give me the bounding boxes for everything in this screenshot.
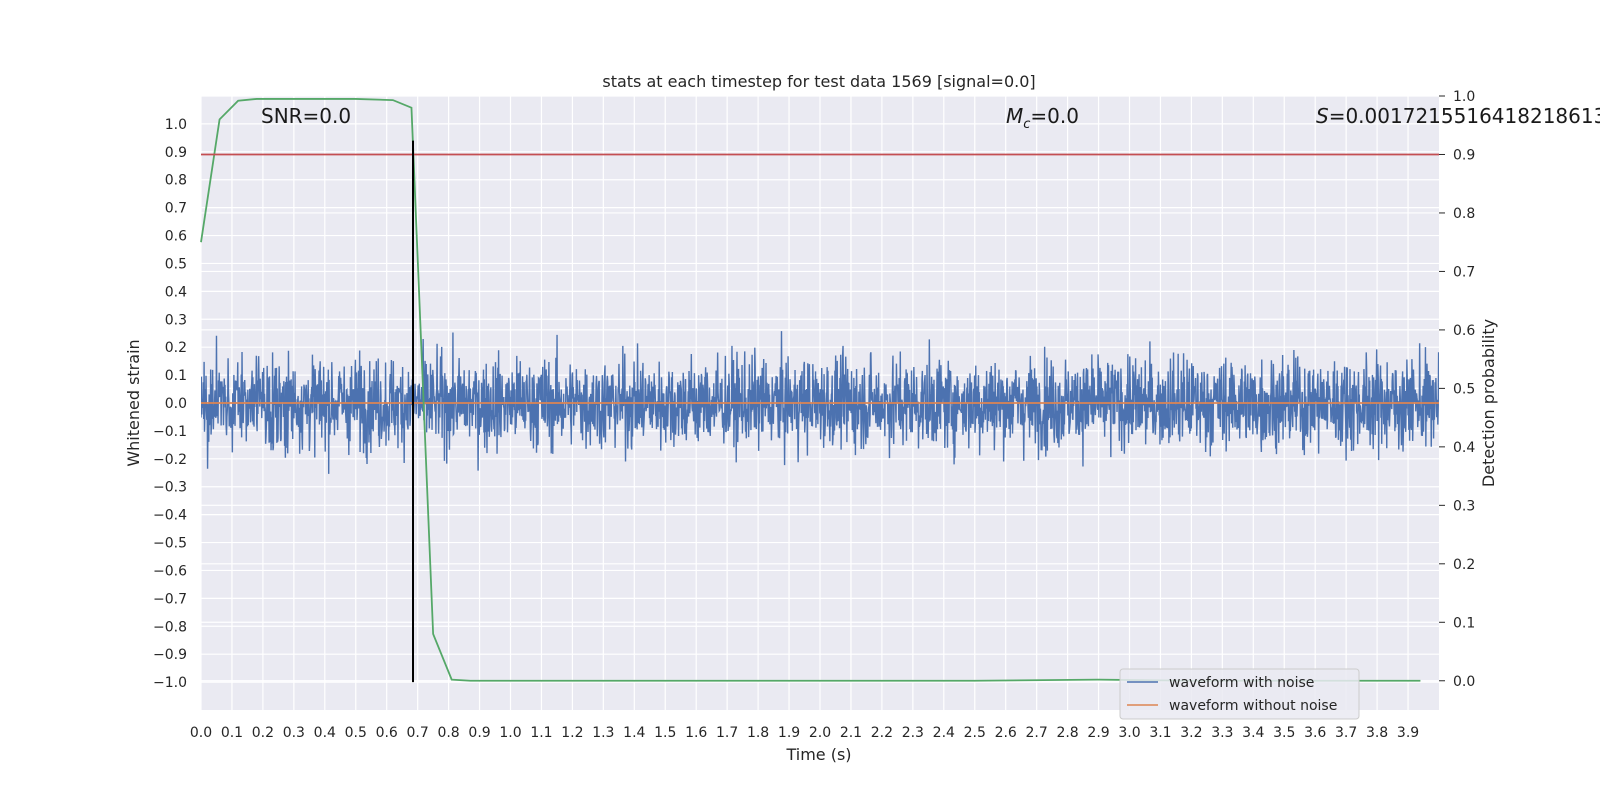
x-tick-label: 0.7 bbox=[407, 725, 429, 741]
x-tick-label: 2.8 bbox=[1056, 725, 1078, 741]
y-right-tick-label: 0.7 bbox=[1453, 264, 1475, 280]
x-tick-label: 3.7 bbox=[1335, 725, 1357, 741]
overlay-layer bbox=[200, 98, 1439, 683]
y-tick-label: 0.4 bbox=[165, 284, 187, 300]
x-tick-label: 1.8 bbox=[747, 725, 769, 741]
x-tick-label: 1.0 bbox=[499, 725, 521, 741]
legend-label-noise: waveform with noise bbox=[1169, 675, 1314, 691]
y-tick-label: −0.8 bbox=[153, 619, 187, 635]
legend-box bbox=[1119, 668, 1360, 720]
x-tick-label: 3.5 bbox=[1273, 725, 1295, 741]
y-tick-label: −0.1 bbox=[153, 424, 187, 440]
x-tick-label: 1.3 bbox=[592, 725, 614, 741]
y-right-tick-label: 0.9 bbox=[1453, 147, 1475, 163]
y-tick-label: 0.0 bbox=[165, 396, 187, 412]
x-tick-label: 3.1 bbox=[1149, 725, 1171, 741]
chart-title: stats at each timestep for test data 156… bbox=[602, 72, 1035, 91]
y-tick-label: 0.5 bbox=[165, 256, 187, 272]
y-tick-label: −0.6 bbox=[153, 563, 187, 579]
x-tick-label: 0.4 bbox=[314, 725, 336, 741]
x-tick-label: 2.3 bbox=[902, 725, 924, 741]
x-tick-label: 0.2 bbox=[252, 725, 274, 741]
y-right-tick-label: 0.1 bbox=[1453, 615, 1475, 631]
series-layer bbox=[201, 331, 1439, 474]
x-tick-label: 0.3 bbox=[283, 725, 305, 741]
y-tick-label: 0.6 bbox=[165, 229, 187, 245]
y-tick-label: −0.5 bbox=[153, 536, 187, 552]
y-right-axis-label: Detection probability bbox=[1479, 319, 1498, 487]
y-axis-ticks: 1.0 0.9 0.8 0.7 0.6 0.5 0.4 0.3 0.2 0.1 0.0 −0.1 −0.… bbox=[153, 117, 187, 691]
x-tick-label: 1.9 bbox=[778, 725, 800, 741]
x-tick-label: 2.2 bbox=[871, 725, 893, 741]
y-tick-label: −0.7 bbox=[153, 591, 187, 607]
x-tick-label: 1.4 bbox=[623, 725, 645, 741]
y-tick-label: 0.2 bbox=[165, 340, 187, 356]
x-tick-label: 0.8 bbox=[437, 725, 459, 741]
y-tick-label: −1.0 bbox=[153, 675, 187, 691]
x-tick-label: 3.8 bbox=[1366, 725, 1388, 741]
y-tick-label: 0.9 bbox=[165, 145, 187, 161]
y-right-tick-label: 0.8 bbox=[1453, 206, 1475, 222]
legend: waveform with noise waveform without noi… bbox=[1119, 668, 1360, 720]
y-tick-label: 0.1 bbox=[165, 368, 187, 384]
x-tick-label: 0.9 bbox=[468, 725, 490, 741]
y-tick-label: −0.9 bbox=[153, 647, 187, 663]
x-tick-label: 0.6 bbox=[376, 725, 398, 741]
x-tick-label: 0.1 bbox=[221, 725, 243, 741]
x-tick-label: 1.6 bbox=[685, 725, 707, 741]
x-tick-label: 2.7 bbox=[1026, 725, 1048, 741]
y-right-tick-label: 0.2 bbox=[1453, 557, 1475, 573]
x-tick-label: 2.5 bbox=[964, 725, 986, 741]
x-tick-label: 2.6 bbox=[995, 725, 1017, 741]
annotation-snr: SNR=0.0 bbox=[261, 104, 351, 128]
x-tick-label: 3.6 bbox=[1304, 725, 1326, 741]
y-tick-label: −0.2 bbox=[153, 452, 187, 468]
x-tick-label: 2.0 bbox=[809, 725, 831, 741]
y-tick-label: 0.3 bbox=[165, 312, 187, 328]
x-tick-label: 2.9 bbox=[1087, 725, 1109, 741]
y-right-tick-label: 0.6 bbox=[1453, 323, 1475, 339]
x-tick-label: 1.5 bbox=[654, 725, 676, 741]
annotation-score: S=0.0017215516418218613 bbox=[1316, 104, 1600, 128]
y-tick-label: −0.3 bbox=[153, 480, 187, 496]
y-right-axis-ticks: 1.0 0.9 0.8 0.7 0.6 0.5 0.4 0.3 0.2 0.1 0.0 bbox=[1439, 89, 1475, 690]
y-right-tick-label: 0.5 bbox=[1453, 381, 1475, 397]
series-waveform-with-noise bbox=[201, 331, 1439, 474]
x-tick-label: 3.3 bbox=[1211, 725, 1233, 741]
y-tick-label: −0.4 bbox=[153, 508, 187, 524]
y-right-tick-label: 0.0 bbox=[1453, 674, 1475, 690]
y-tick-label: 0.8 bbox=[165, 173, 187, 189]
y-tick-label: 1.0 bbox=[165, 117, 187, 133]
y-tick-label: 0.7 bbox=[165, 201, 187, 217]
x-tick-label: 1.7 bbox=[716, 725, 738, 741]
x-tick-label: 0.5 bbox=[345, 725, 367, 741]
legend-label-clean: waveform without noise bbox=[1169, 698, 1337, 714]
annotation-chirp-mass: Mc=0.0 bbox=[1006, 104, 1079, 132]
x-tick-label: 2.4 bbox=[933, 725, 955, 741]
x-tick-label: 3.2 bbox=[1180, 725, 1202, 741]
y-axis-label: Whitened strain bbox=[124, 339, 143, 466]
y-right-tick-label: 0.4 bbox=[1453, 440, 1475, 456]
x-axis-label: Time (s) bbox=[785, 745, 851, 764]
series-detection-probability bbox=[200, 98, 1421, 682]
x-tick-label: 3.4 bbox=[1242, 725, 1264, 741]
x-tick-label: 3.0 bbox=[1118, 725, 1140, 741]
x-tick-label: 3.9 bbox=[1397, 725, 1419, 741]
x-tick-label: 0.0 bbox=[190, 725, 212, 741]
x-tick-label: 2.1 bbox=[840, 725, 862, 741]
y-right-tick-label: 0.3 bbox=[1453, 498, 1475, 514]
x-tick-label: 1.1 bbox=[530, 725, 552, 741]
x-axis-ticks: 0.0 0.1 0.2 0.3 0.4 0.5 0.6 0.7 0.8 0.9 1.0 1.1 1.2 1… bbox=[190, 725, 1419, 741]
x-tick-label: 1.2 bbox=[561, 725, 583, 741]
y-right-tick-label: 1.0 bbox=[1453, 89, 1475, 105]
